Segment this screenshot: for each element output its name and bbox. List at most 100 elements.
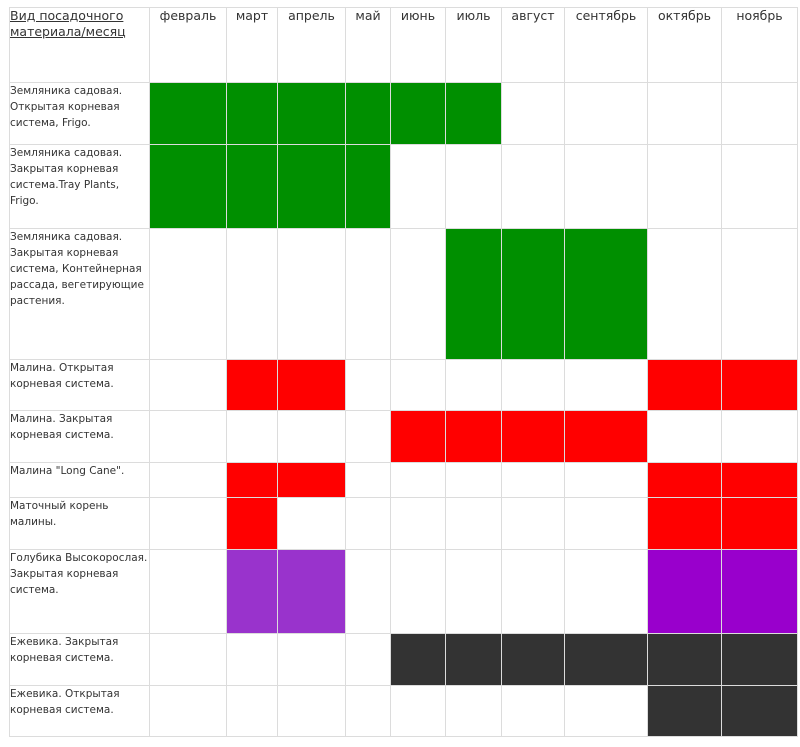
planting-period-cell xyxy=(149,82,227,145)
empty-cell xyxy=(647,82,722,145)
planting-period-cell xyxy=(647,462,722,498)
month-header: июль xyxy=(445,7,502,83)
empty-cell xyxy=(345,549,391,634)
empty-cell xyxy=(445,144,502,229)
empty-cell xyxy=(390,685,446,737)
empty-cell xyxy=(721,228,798,360)
planting-material-label: Земляника садовая. Закрытая корневая сис… xyxy=(9,144,150,229)
empty-cell xyxy=(277,497,346,550)
planting-period-cell xyxy=(345,144,391,229)
empty-cell xyxy=(149,633,227,686)
month-header: сентябрь xyxy=(564,7,648,83)
month-header: ноябрь xyxy=(721,7,798,83)
planting-period-cell xyxy=(501,410,565,463)
empty-cell xyxy=(445,685,502,737)
planting-material-label: Ежевика. Закрытая корневая система. xyxy=(9,633,150,686)
empty-cell xyxy=(721,144,798,229)
planting-material-label: Ежевика. Открытая корневая система. xyxy=(9,685,150,737)
planting-material-label: Земляника садовая. Открытая корневая сис… xyxy=(9,82,150,145)
empty-cell xyxy=(226,228,278,360)
empty-cell xyxy=(149,462,227,498)
empty-cell xyxy=(277,228,346,360)
empty-cell xyxy=(226,685,278,737)
empty-cell xyxy=(226,633,278,686)
empty-cell xyxy=(721,410,798,463)
planting-period-cell xyxy=(445,82,502,145)
empty-cell xyxy=(345,685,391,737)
planting-period-cell xyxy=(721,549,798,634)
planting-period-cell xyxy=(226,497,278,550)
planting-period-cell xyxy=(226,462,278,498)
empty-cell xyxy=(390,144,446,229)
empty-cell xyxy=(226,410,278,463)
empty-cell xyxy=(149,359,227,411)
planting-calendar-table: Вид посадочного материала/месяц февраль … xyxy=(9,7,798,737)
empty-cell xyxy=(390,228,446,360)
planting-period-cell xyxy=(721,497,798,550)
empty-cell xyxy=(564,359,648,411)
empty-cell xyxy=(345,359,391,411)
empty-cell xyxy=(345,497,391,550)
empty-cell xyxy=(390,359,446,411)
month-header: август xyxy=(501,7,565,83)
empty-cell xyxy=(564,549,648,634)
table-row: Ежевика. Открытая корневая система. xyxy=(9,685,798,737)
planting-period-cell xyxy=(277,359,346,411)
empty-cell xyxy=(647,228,722,360)
header-row: Вид посадочного материала/месяц февраль … xyxy=(9,7,798,83)
planting-period-cell xyxy=(647,549,722,634)
planting-period-cell xyxy=(647,497,722,550)
planting-period-cell xyxy=(390,633,446,686)
planting-period-cell xyxy=(721,685,798,737)
empty-cell xyxy=(445,497,502,550)
empty-cell xyxy=(501,685,565,737)
planting-period-cell xyxy=(277,462,346,498)
planting-period-cell xyxy=(226,549,278,634)
planting-material-label: Малина. Закрытая корневая система. xyxy=(9,410,150,463)
empty-cell xyxy=(390,462,446,498)
planting-period-cell xyxy=(721,633,798,686)
month-header: апрель xyxy=(277,7,346,83)
empty-cell xyxy=(345,410,391,463)
empty-cell xyxy=(564,144,648,229)
table-row: Малина. Открытая корневая система. xyxy=(9,359,798,411)
empty-cell xyxy=(501,144,565,229)
empty-cell xyxy=(564,462,648,498)
empty-cell xyxy=(501,82,565,145)
table-row: Голубика Высокорослая. Закрытая корневая… xyxy=(9,549,798,634)
table-row: Малина. Закрытая корневая система. xyxy=(9,410,798,463)
planting-period-cell xyxy=(501,228,565,360)
empty-cell xyxy=(501,549,565,634)
planting-material-label: Голубика Высокорослая. Закрытая корневая… xyxy=(9,549,150,634)
month-header: май xyxy=(345,7,391,83)
empty-cell xyxy=(149,685,227,737)
planting-period-cell xyxy=(564,633,648,686)
planting-period-cell xyxy=(564,228,648,360)
month-header: июнь xyxy=(390,7,446,83)
empty-cell xyxy=(564,685,648,737)
planting-period-cell xyxy=(345,82,391,145)
table-row: Земляника садовая. Закрытая корневая сис… xyxy=(9,144,798,229)
empty-cell xyxy=(149,497,227,550)
empty-cell xyxy=(390,549,446,634)
month-header: февраль xyxy=(149,7,227,83)
planting-period-cell xyxy=(721,359,798,411)
planting-period-cell xyxy=(647,633,722,686)
planting-material-label: Маточный корень малины. xyxy=(9,497,150,550)
planting-period-cell xyxy=(647,359,722,411)
empty-cell xyxy=(149,228,227,360)
empty-cell xyxy=(721,82,798,145)
empty-cell xyxy=(501,359,565,411)
planting-period-cell xyxy=(501,633,565,686)
empty-cell xyxy=(345,633,391,686)
empty-cell xyxy=(445,462,502,498)
planting-period-cell xyxy=(647,685,722,737)
empty-cell xyxy=(564,497,648,550)
planting-period-cell xyxy=(564,410,648,463)
empty-cell xyxy=(149,410,227,463)
empty-cell xyxy=(564,82,648,145)
table-row: Ежевика. Закрытая корневая система. xyxy=(9,633,798,686)
empty-cell xyxy=(445,549,502,634)
planting-period-cell xyxy=(277,144,346,229)
empty-cell xyxy=(647,144,722,229)
